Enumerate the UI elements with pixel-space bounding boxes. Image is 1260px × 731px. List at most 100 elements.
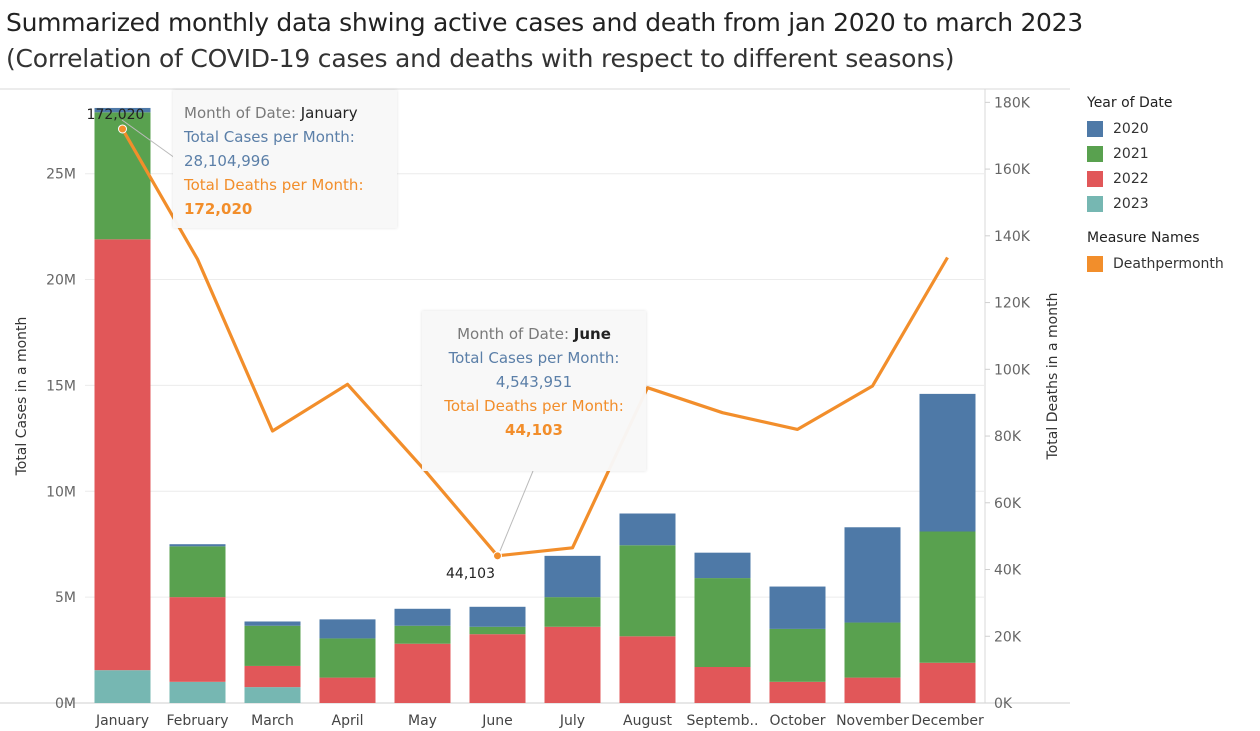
chart-canvas[interactable]: 0M 5M 10M 15M 20M 25M 0K 20K 40K 60K 80K 100K 120K 14… [0,0,1080,731]
tooltip-cases-value: 4,543,951 [495,373,573,391]
bar-2021-9 [769,628,826,682]
bar-2022-10 [844,677,901,703]
bar-2021-1 [169,546,226,598]
bar-2020-7 [619,513,676,546]
bar-2021-3 [319,638,376,678]
legend-item-2021[interactable]: 2021 [1087,141,1257,166]
legend: Year of Date 2020 2021 2022 2023 Measure… [1087,95,1257,276]
y2-tick-label: 40K [994,563,1022,579]
tooltip-cases-value: 28,104,996 [184,152,270,170]
bar-2020-8 [694,552,751,579]
bar-2021-2 [244,625,301,666]
legend-swatch-2023 [1087,195,1103,212]
tooltip-pointer-january [121,119,176,159]
legend-year-title: Year of Date [1087,95,1173,111]
bar-2021-4 [394,625,451,644]
bar-2020-5 [469,606,526,627]
tooltip-month-value: January [300,104,358,122]
legend-swatch-2020 [1087,120,1103,137]
bar-2020-10 [844,527,901,623]
x-tick-label: June [481,713,513,729]
tooltip-deaths-value: 44,103 [505,421,563,439]
tooltip-month-label: Month of Date: [457,325,569,343]
tooltip-cases-label: Total Cases per Month: [184,128,355,146]
y2-tick-label: 80K [994,429,1022,445]
y2-tick-label: 180K [994,95,1031,111]
y2-tick-label: 140K [994,229,1031,245]
bar-2022-2 [244,665,301,688]
bar-2022-7 [619,636,676,703]
tooltip-deaths-label: Total Deaths per Month: [444,397,624,415]
x-tick-label: April [332,713,364,729]
legend-item-2020[interactable]: 2020 [1087,116,1257,141]
tooltip-cases-label: Total Cases per Month: [448,349,620,367]
bar-2023-1 [169,681,226,703]
bar-2023-2 [244,687,301,703]
bar-2022-9 [769,681,826,703]
legend-measure-title: Measure Names [1087,230,1200,246]
legend-item-2022[interactable]: 2022 [1087,166,1257,191]
bar-2020-4 [394,608,451,626]
y2-tick-label: 20K [994,629,1022,645]
bar-2022-6 [544,626,601,703]
deaths-point-5 [493,551,502,561]
deaths-point-0 [118,124,127,134]
y-axis-title: Total Cases in a month [14,317,30,477]
tooltip-month-value: June [573,325,611,343]
y2-tick-label: 100K [994,362,1031,378]
bar-2020-6 [544,555,601,598]
x-tick-label: February [166,713,228,729]
y-tick-label: 0M [55,696,76,712]
bar-2021-7 [619,545,676,637]
legend-label-2022: 2022 [1113,170,1149,187]
legend-item-deathpermonth[interactable]: Deathpermonth [1087,251,1257,276]
bar-2021-8 [694,578,751,668]
chart-title: Summarized monthly data shwing active ca… [6,8,1083,37]
tooltip-january: Month of Date: January Total Cases per M… [173,90,397,228]
bar-2022-4 [394,643,451,703]
bar-2022-8 [694,667,751,703]
y-tick-label: 10M [46,484,76,500]
y-tick-label: 5M [55,590,76,606]
bar-2022-1 [169,597,226,682]
tooltip-month-label: Month of Date: [184,104,296,122]
bar-2022-3 [319,677,376,703]
tooltip-deaths-label: Total Deaths per Month: [184,176,364,194]
legend-label-2020: 2020 [1113,120,1149,137]
legend-label-2021: 2021 [1113,145,1149,162]
bar-2021-5 [469,626,526,635]
deaths-line [121,128,949,558]
bar-2020-2 [244,621,301,626]
legend-label-2023: 2023 [1113,195,1149,212]
tooltip-deaths-value: 172,020 [184,200,253,218]
bar-2023-0 [94,670,151,703]
legend-label-deathpermonth: Deathpermonth [1113,255,1224,272]
bar-2020-9 [769,586,826,629]
bar-2021-6 [544,597,601,627]
x-tick-label: December [911,713,984,729]
bar-2021-10 [844,622,901,678]
legend-swatch-deathpermonth [1087,255,1103,272]
tooltip-june: Month of Date: June Total Cases per Mont… [422,311,646,471]
x-tick-label: January [95,713,149,729]
chart-subtitle: (Correlation of COVID-19 cases and death… [6,44,955,73]
bar-2020-1 [169,544,226,547]
bar-2021-11 [919,531,976,663]
tooltip-pointer-june [499,470,534,552]
bar-2020-3 [319,619,376,639]
point-label: 44,103 [446,566,495,582]
bar-2022-11 [919,662,976,703]
x-tick-label: August [623,713,673,729]
y2-tick-label: 60K [994,496,1022,512]
x-tick-label: May [408,713,437,729]
y2-tick-label: 0K [994,696,1013,712]
legend-item-2023[interactable]: 2023 [1087,191,1257,216]
y-tick-label: 20M [46,273,76,289]
point-label: 172,020 [87,107,145,123]
y2-axis-title: Total Deaths in a month [1045,293,1061,461]
y-tick-label: 15M [46,378,76,394]
bar-2020-11 [919,393,976,532]
legend-swatch-2022 [1087,170,1103,187]
x-tick-label: November [836,713,909,729]
legend-swatch-2021 [1087,145,1103,162]
